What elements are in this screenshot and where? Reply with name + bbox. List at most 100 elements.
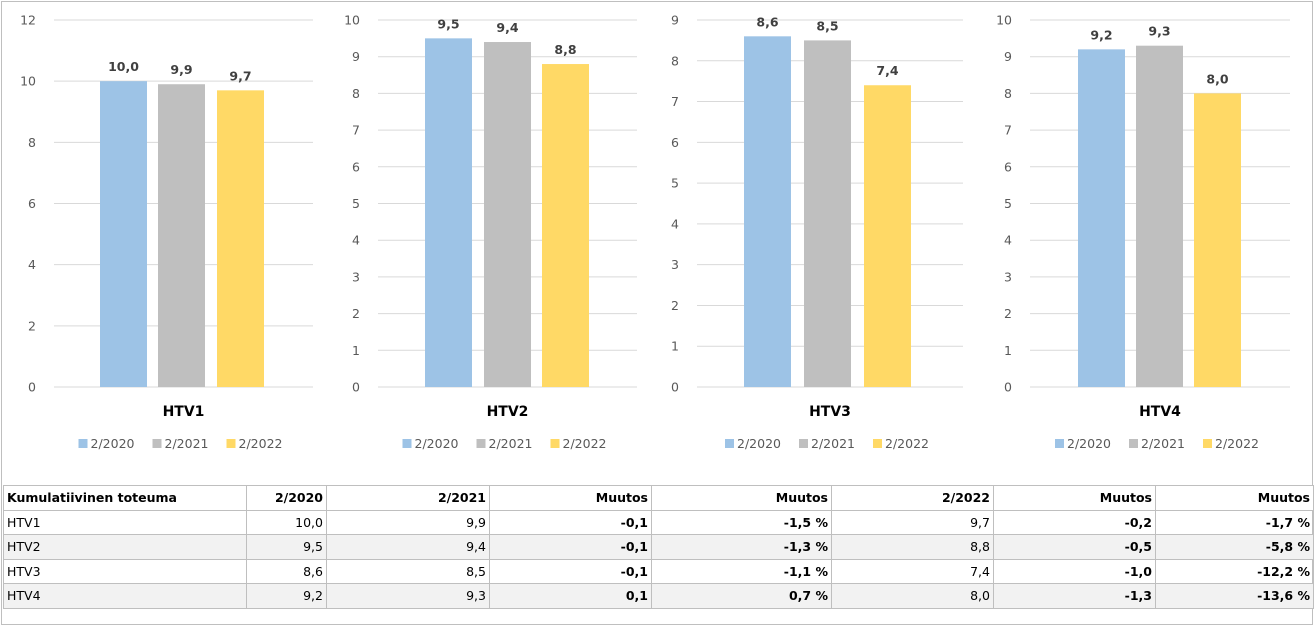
bar-2-2020 [100, 81, 147, 388]
bar-2-2022 [864, 85, 911, 387]
chart-title: HTV2 [487, 404, 529, 420]
cell-2020: 9,5 [246, 534, 327, 560]
legend-swatch [1055, 439, 1064, 448]
table-row: HTV1 10,0 9,9 -0,1 -1,5 % 9,7 -0,2 -1,7 … [3, 509, 1314, 535]
legend-label: 2/2022 [239, 436, 283, 451]
data-label: 9,3 [1148, 24, 1170, 39]
legend-swatch [78, 439, 88, 448]
cell-2021: 9,9 [326, 509, 490, 535]
cell-change-pct-2021: -1,3 % [651, 534, 832, 560]
y-tick-label: 0 [28, 380, 36, 395]
table-header-row: Kumulatiivinen toteuma 2/2020 2/2021 Muu… [3, 485, 1314, 511]
chart-title: HTV3 [809, 404, 851, 420]
cell-2022: 8,8 [831, 534, 994, 560]
y-tick-label: 4 [671, 216, 679, 231]
data-label: 10,0 [108, 59, 139, 74]
y-tick-label: 1 [352, 343, 360, 358]
legend-label: 2/2020 [415, 436, 459, 451]
y-tick-label: 7 [671, 94, 679, 109]
column-header-change-pct-2021: Muutos [651, 485, 832, 511]
y-tick-label: 6 [1004, 159, 1012, 174]
legend-label: 2/2022 [563, 436, 607, 451]
y-tick-label: 6 [671, 135, 679, 150]
column-header-change-abs-2022: Muutos [993, 485, 1156, 511]
y-tick-label: 4 [352, 233, 360, 248]
legend-swatch [476, 439, 486, 448]
column-header-change-pct-2022: Muutos [1155, 485, 1314, 511]
legend-swatch [799, 439, 808, 448]
data-label: 9,2 [1090, 27, 1112, 42]
cell-2021: 8,5 [326, 558, 490, 584]
y-tick-label: 6 [28, 196, 36, 211]
row-label: HTV4 [3, 583, 247, 609]
cell-change-pct-2021: -1,5 % [651, 509, 832, 535]
y-tick-label: 12 [20, 13, 36, 28]
y-tick-label: 2 [671, 298, 679, 313]
legend-swatch [550, 439, 560, 448]
legend-label: 2/2022 [1215, 436, 1259, 451]
y-tick-label: 3 [671, 257, 679, 272]
y-tick-label: 8 [28, 135, 36, 150]
legend-swatch [226, 439, 236, 448]
cell-change-abs-2022: -0,5 [993, 534, 1156, 560]
cell-change-abs-2022: -1,3 [993, 583, 1156, 609]
y-tick-label: 3 [352, 269, 360, 284]
legend-swatch [402, 439, 412, 448]
row-label: HTV3 [3, 558, 247, 584]
y-tick-label: 4 [28, 257, 36, 272]
legend-swatch [152, 439, 162, 448]
cell-2022: 7,4 [831, 558, 994, 584]
legend-swatch [1129, 439, 1138, 448]
y-tick-label: 5 [671, 176, 679, 191]
legend-label: 2/2020 [737, 436, 781, 451]
y-tick-label: 5 [352, 196, 360, 211]
data-label: 8,0 [1206, 71, 1228, 86]
y-tick-label: 7 [1004, 123, 1012, 138]
y-tick-label: 6 [352, 159, 360, 174]
bar-2-2021 [158, 84, 205, 387]
row-label: HTV2 [3, 534, 247, 560]
y-tick-label: 9 [1004, 49, 1012, 64]
y-tick-label: 3 [1004, 269, 1012, 284]
cell-change-abs-2021: -0,1 [489, 509, 652, 535]
data-label: 9,9 [170, 62, 192, 77]
y-tick-label: 0 [352, 380, 360, 395]
legend-label: 2/2021 [1141, 436, 1185, 451]
y-tick-label: 8 [1004, 86, 1012, 101]
legend-swatch [1203, 439, 1212, 448]
y-tick-label: 10 [344, 13, 360, 28]
cell-change-pct-2021: 0,7 % [651, 583, 832, 609]
y-tick-label: 8 [352, 86, 360, 101]
data-label: 9,5 [437, 16, 459, 31]
chart-title: HTV1 [163, 404, 205, 420]
bar-2-2022 [542, 64, 589, 387]
column-header-2021: 2/2021 [326, 485, 490, 511]
y-tick-label: 2 [1004, 306, 1012, 321]
data-label: 7,4 [876, 63, 898, 78]
cell-change-pct-2022: -12,2 % [1155, 558, 1314, 584]
cell-2021: 9,4 [326, 534, 490, 560]
cell-change-abs-2022: -0,2 [993, 509, 1156, 535]
cell-2021: 9,3 [326, 583, 490, 609]
legend-label: 2/2021 [811, 436, 855, 451]
cell-2020: 8,6 [246, 558, 327, 584]
bar-2-2021 [804, 40, 851, 388]
y-tick-label: 0 [1004, 380, 1012, 395]
column-header-2022: 2/2022 [831, 485, 994, 511]
y-tick-label: 10 [20, 74, 36, 89]
column-header-change-abs-2021: Muutos [489, 485, 652, 511]
cell-change-pct-2022: -5,8 % [1155, 534, 1314, 560]
bar-2-2022 [217, 90, 264, 387]
table-row: HTV4 9,2 9,3 0,1 0,7 % 8,0 -1,3 -13,6 % [3, 583, 1314, 609]
table-row: HTV2 9,5 9,4 -0,1 -1,3 % 8,8 -0,5 -5,8 % [3, 534, 1314, 560]
column-header-metric: Kumulatiivinen toteuma [3, 485, 247, 511]
data-label: 9,4 [496, 20, 518, 35]
y-tick-label: 7 [352, 123, 360, 138]
cell-change-pct-2022: -13,6 % [1155, 583, 1314, 609]
table-row: HTV3 8,6 8,5 -0,1 -1,1 % 7,4 -1,0 -12,2 … [3, 558, 1314, 584]
data-label: 9,7 [229, 68, 251, 83]
y-tick-label: 2 [28, 318, 36, 333]
bar-2-2020 [744, 36, 791, 388]
y-tick-label: 1 [1004, 343, 1012, 358]
